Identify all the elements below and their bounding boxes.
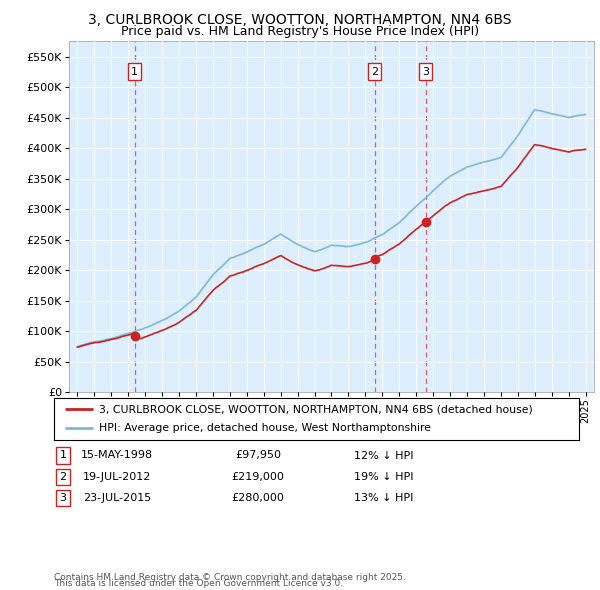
Text: 12% ↓ HPI: 12% ↓ HPI <box>354 451 414 460</box>
Text: HPI: Average price, detached house, West Northamptonshire: HPI: Average price, detached house, West… <box>98 424 431 434</box>
Text: 23-JUL-2015: 23-JUL-2015 <box>83 493 151 503</box>
Text: 13% ↓ HPI: 13% ↓ HPI <box>355 493 413 503</box>
Text: 3, CURLBROOK CLOSE, WOOTTON, NORTHAMPTON, NN4 6BS: 3, CURLBROOK CLOSE, WOOTTON, NORTHAMPTON… <box>88 13 512 27</box>
Text: 3, CURLBROOK CLOSE, WOOTTON, NORTHAMPTON, NN4 6BS (detached house): 3, CURLBROOK CLOSE, WOOTTON, NORTHAMPTON… <box>98 404 532 414</box>
Text: 19-JUL-2012: 19-JUL-2012 <box>83 472 151 481</box>
Text: 2: 2 <box>371 67 378 77</box>
Text: 1: 1 <box>59 451 67 460</box>
Text: £219,000: £219,000 <box>232 472 284 481</box>
Text: 1: 1 <box>131 67 138 77</box>
Text: Price paid vs. HM Land Registry's House Price Index (HPI): Price paid vs. HM Land Registry's House … <box>121 25 479 38</box>
Text: 15-MAY-1998: 15-MAY-1998 <box>81 451 153 460</box>
Text: 19% ↓ HPI: 19% ↓ HPI <box>354 472 414 481</box>
Text: This data is licensed under the Open Government Licence v3.0.: This data is licensed under the Open Gov… <box>54 579 343 588</box>
Text: £280,000: £280,000 <box>232 493 284 503</box>
Text: 3: 3 <box>59 493 67 503</box>
Text: £97,950: £97,950 <box>235 451 281 460</box>
Text: Contains HM Land Registry data © Crown copyright and database right 2025.: Contains HM Land Registry data © Crown c… <box>54 573 406 582</box>
Text: 3: 3 <box>422 67 429 77</box>
Text: 2: 2 <box>59 472 67 481</box>
